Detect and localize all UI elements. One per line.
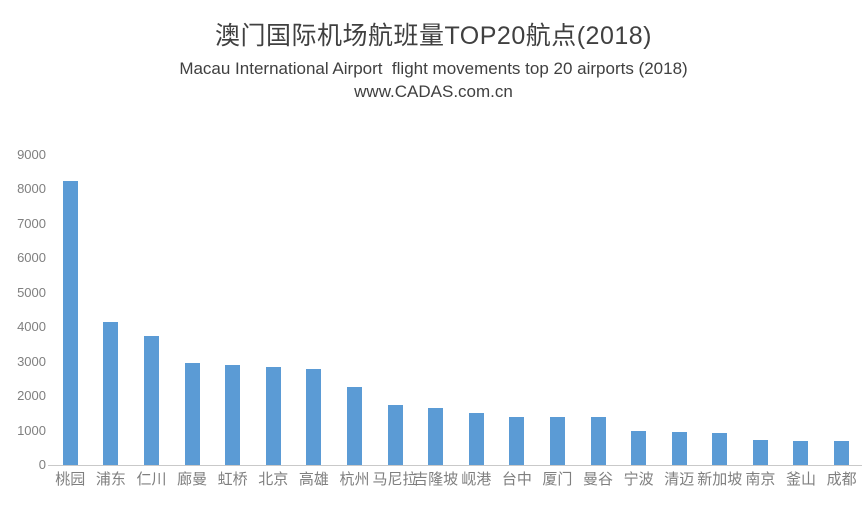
x-axis-label-slot: 马尼拉: [372, 470, 418, 489]
x-axis-label: 高雄: [298, 471, 329, 488]
bar: [671, 432, 687, 465]
bar-slot: [700, 155, 741, 465]
bar: [793, 441, 809, 465]
bar-slot: [497, 155, 538, 465]
bar: [346, 387, 362, 465]
x-axis-label-slot: 釜山: [781, 470, 822, 489]
x-axis-label: 杭州: [339, 471, 370, 488]
bar-slot: [131, 155, 172, 465]
bar-slot: [537, 155, 578, 465]
x-axis-label: 厦门: [542, 471, 573, 488]
x-axis-label: 台中: [501, 471, 532, 488]
x-axis-label: 北京: [258, 471, 289, 488]
y-axis-tick-label: 7000: [17, 215, 46, 231]
bar-slot: [294, 155, 335, 465]
bar: [143, 336, 159, 465]
bar: [225, 365, 241, 465]
bar: [590, 417, 606, 465]
x-axis-label-slot: 岘港: [456, 470, 497, 489]
x-axis-label-slot: 成都: [821, 470, 862, 489]
x-axis-label: 成都: [826, 471, 857, 488]
x-axis-label: 廊曼: [177, 471, 208, 488]
x-axis-label-slot: 曼谷: [578, 470, 619, 489]
bar: [509, 417, 525, 465]
x-axis-label-slot: 浦东: [91, 470, 132, 489]
bar-slot: [659, 155, 700, 465]
x-axis-label-slot: 北京: [253, 470, 294, 489]
bar-slot: [740, 155, 781, 465]
x-axis-line: [48, 465, 862, 466]
bar: [631, 431, 647, 465]
x-axis-label-slot: 杭州: [334, 470, 375, 489]
y-axis: 0 1000 2000 3000 4000 5000 6000 7000 8000 9000: [5, 0, 46, 507]
bar: [712, 433, 728, 465]
x-axis-label-slot: 台中: [497, 470, 538, 489]
x-axis-label-slot: 宁波: [618, 470, 659, 489]
bar-slot: [91, 155, 132, 465]
x-axis-label: 马尼拉: [372, 471, 418, 488]
x-axis: 桃园 浦东 仁川 廊曼 虹桥 北京 高雄 杭州 马尼拉 吉隆坡 岘港 台中 厦门 曼谷 宁波 清迈 新加坡 南京釜…: [50, 470, 862, 489]
bar-slot: [821, 155, 862, 465]
y-axis-tick-label: 1000: [17, 422, 46, 438]
x-axis-label-slot: 廊曼: [172, 470, 213, 489]
bar-slot: [334, 155, 375, 465]
bar: [62, 181, 78, 465]
chart-title: 澳门国际机场航班量TOP20航点(2018): [214, 22, 652, 50]
x-axis-label-slot: 虹桥: [212, 470, 253, 489]
y-axis-tick-label: 4000: [17, 319, 46, 335]
x-axis-label: 浦东: [95, 471, 126, 488]
bar-slot: [456, 155, 497, 465]
y-axis-tick-label: 2000: [17, 388, 46, 404]
x-axis-label-slot: 新加坡: [697, 470, 743, 489]
x-axis-label-slot: 桃园: [50, 470, 91, 489]
bar-slot: [212, 155, 253, 465]
x-axis-label: 新加坡: [697, 471, 743, 488]
chart-subtitle: Macau International Airport flight movem…: [179, 59, 688, 78]
y-axis-tick-label: 6000: [17, 250, 46, 266]
plot-area: [50, 155, 862, 465]
bar-slot: [253, 155, 294, 465]
bar: [103, 322, 119, 465]
source-watermark: www.CADAS.com.cn: [354, 82, 513, 101]
x-axis-label: 虹桥: [217, 471, 248, 488]
bar: [184, 363, 200, 465]
bar-slot: [415, 155, 456, 465]
x-axis-label: 岘港: [461, 471, 492, 488]
chart-header: 澳门国际机场航班量TOP20航点(2018) Macau Internation…: [0, 0, 867, 102]
x-axis-label-slot: 清迈: [659, 470, 700, 489]
y-axis-tick-label: 8000: [17, 181, 46, 197]
x-axis-label-slot: 吉隆坡: [413, 470, 459, 489]
bar-slot: [618, 155, 659, 465]
x-axis-label-slot: 南京: [740, 470, 781, 489]
bar: [834, 441, 850, 465]
x-axis-label: 桃园: [55, 471, 86, 488]
bar: [265, 367, 281, 465]
x-axis-label-slot: 高雄: [294, 470, 335, 489]
bar-slot: [781, 155, 822, 465]
x-axis-label: 南京: [745, 471, 776, 488]
x-axis-label: 釜山: [785, 471, 816, 488]
x-axis-label: 仁川: [136, 471, 167, 488]
y-axis-tick-label: 5000: [17, 284, 46, 300]
x-axis-label: 宁波: [623, 471, 654, 488]
y-axis-tick-label: 0: [38, 457, 46, 472]
y-axis-tick-label: 3000: [17, 353, 46, 369]
bar-slot: [50, 155, 91, 465]
x-axis-label-slot: 厦门: [537, 470, 578, 489]
bar-slot: [375, 155, 416, 465]
x-axis-label: 清迈: [664, 471, 695, 488]
bar: [752, 440, 768, 465]
bar-slot: [578, 155, 619, 465]
bar: [306, 369, 322, 465]
y-axis-tick-label: 9000: [17, 147, 46, 162]
bar: [549, 417, 565, 465]
x-axis-label: 吉隆坡: [413, 471, 459, 488]
bar: [387, 405, 403, 465]
bar-slot: [172, 155, 213, 465]
bar: [428, 408, 444, 465]
bar: [468, 413, 484, 465]
x-axis-label: 曼谷: [583, 471, 614, 488]
x-axis-label-slot: 仁川: [131, 470, 172, 489]
